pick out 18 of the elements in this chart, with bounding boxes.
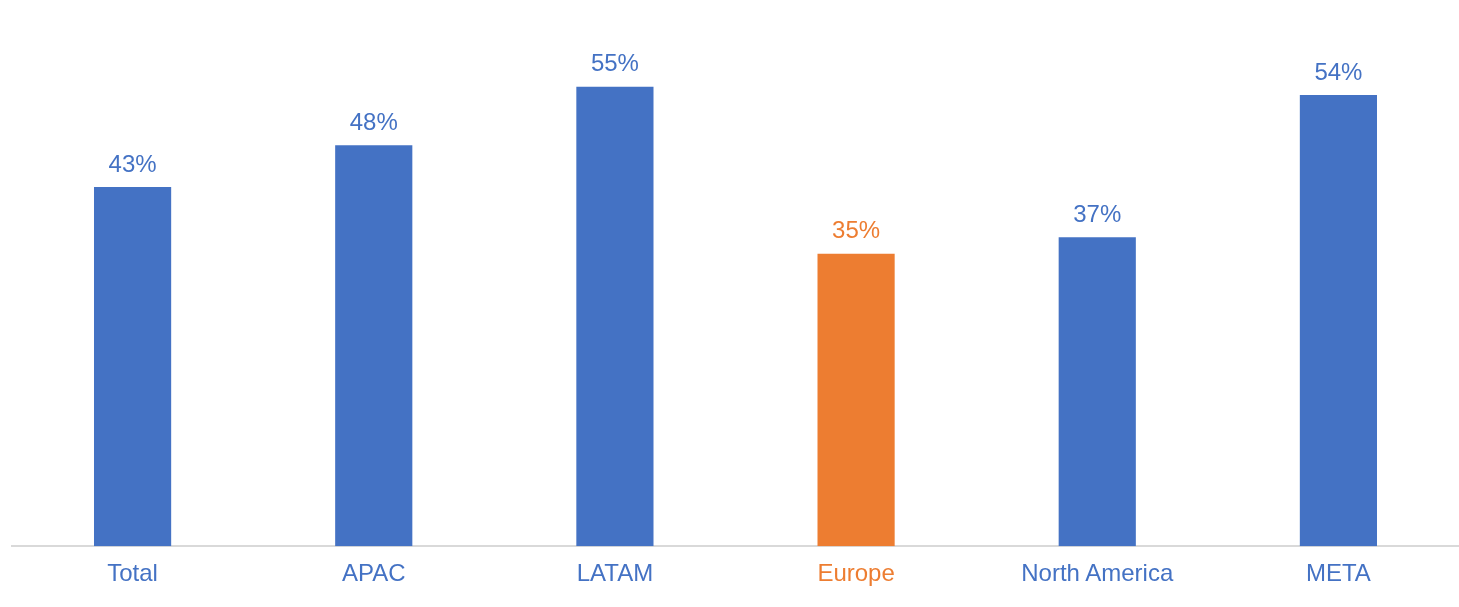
x-tick-label: Europe [817,559,895,587]
data-label: 37% [1073,199,1122,227]
x-tick-label: APAC [341,559,406,587]
x-tick-label: META [1305,559,1371,587]
data-label: 48% [349,107,398,135]
bar [335,145,413,547]
data-label: 35% [832,216,881,244]
bar [94,187,172,547]
data-label: 43% [108,149,157,177]
bar [1299,95,1377,547]
bar [576,86,654,547]
x-tick-label: North America [1021,559,1174,587]
data-label: 55% [590,49,639,77]
x-tick-label: LATAM [576,559,654,587]
x-tick-label: Total [107,559,158,587]
bar [1058,237,1136,547]
bar [817,253,895,547]
data-label: 54% [1314,57,1363,85]
